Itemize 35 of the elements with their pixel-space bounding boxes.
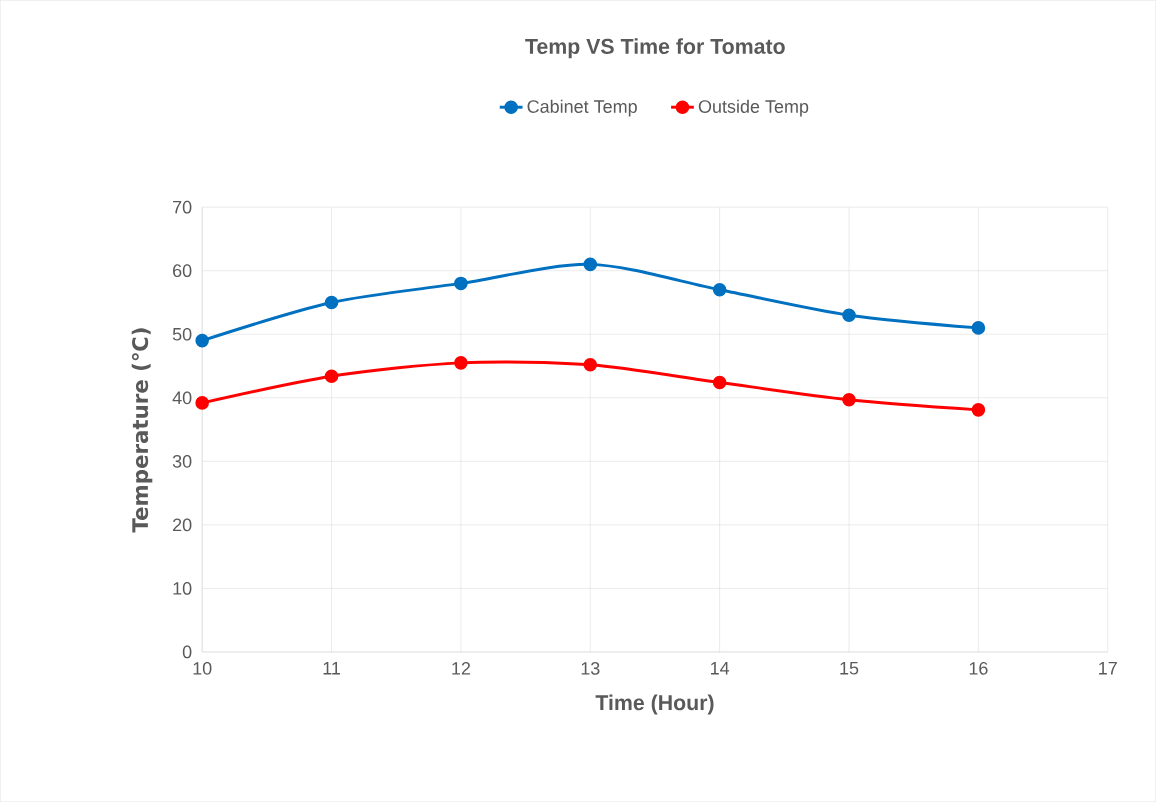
x-tick-label: 10 (193, 661, 212, 675)
legend-label: Cabinet Temp (527, 99, 637, 117)
chart-title: Temp VS Time for Tomato (525, 38, 785, 59)
point (712, 282, 727, 297)
point (324, 369, 339, 383)
x-axis-title: Time (Hour) (595, 694, 714, 715)
point (195, 333, 209, 348)
point (971, 402, 986, 417)
x-tick-label: 13 (581, 661, 600, 675)
point (454, 355, 468, 370)
y-tick-label: 60 (173, 264, 192, 277)
point (324, 295, 339, 310)
x-tick-label: 11 (323, 661, 341, 675)
point (842, 392, 856, 407)
point (454, 276, 468, 291)
y-tick-label: 40 (172, 391, 192, 405)
y-tick-label: 10 (173, 581, 192, 595)
x-tick-label: 14 (711, 661, 730, 675)
x-tick-label: 17 (1099, 661, 1117, 675)
point (712, 375, 727, 390)
x-tick-label: 15 (840, 661, 859, 675)
y-tick-label: 20 (173, 518, 192, 532)
point (195, 396, 209, 410)
x-tick-label: 16 (969, 661, 988, 675)
point (583, 257, 598, 272)
y-tick-label: 70 (173, 200, 192, 214)
legend-label: Outside Temp (698, 99, 809, 117)
y-axis-title: Temperature (℃) (131, 328, 153, 533)
x-tick-label: 12 (452, 661, 471, 675)
point (842, 308, 856, 322)
point (583, 357, 598, 372)
y-tick-label: 0 (182, 645, 192, 659)
point (971, 321, 986, 335)
y-tick-label: 30 (172, 454, 192, 468)
y-tick-label: 50 (172, 327, 192, 341)
